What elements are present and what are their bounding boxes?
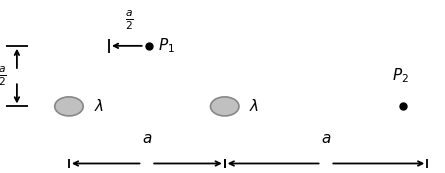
Ellipse shape: [55, 97, 83, 116]
Text: $\frac{a}{2}$: $\frac{a}{2}$: [125, 9, 134, 33]
Ellipse shape: [210, 97, 239, 116]
Text: $\frac{a}{2}$: $\frac{a}{2}$: [0, 64, 7, 88]
Text: λ: λ: [94, 99, 103, 114]
Text: $a$: $a$: [321, 131, 331, 146]
Text: $P_1$: $P_1$: [158, 37, 175, 55]
Text: $a$: $a$: [142, 131, 152, 146]
Text: λ: λ: [250, 99, 259, 114]
Text: $P_2$: $P_2$: [392, 66, 409, 85]
